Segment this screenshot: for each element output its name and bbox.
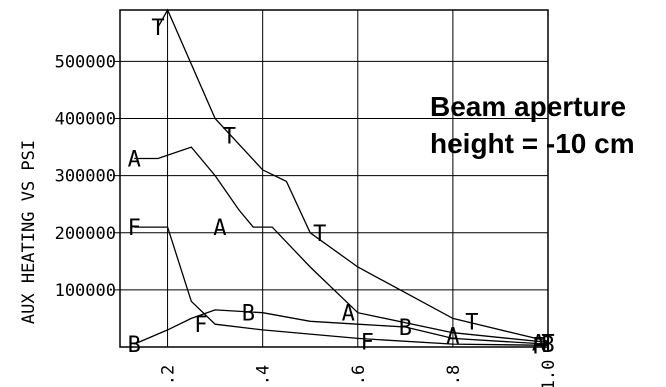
series-marker-a: A [128, 148, 141, 173]
annotation-line-2: height = -10 cm [430, 128, 635, 159]
annotation: Beam aperture height = -10 cm [430, 88, 635, 162]
series-lines [134, 8, 549, 346]
series-marker-t: T [313, 222, 326, 247]
y-axis-label: AUX HEATING VS PSI [19, 140, 39, 324]
series-marker-a: A [342, 302, 355, 327]
axes [119, 9, 549, 348]
series-marker-t: T [151, 16, 164, 41]
series-marker-t: T [541, 331, 554, 356]
x-tick-label: .8 [444, 365, 464, 385]
y-tick-labels: 100000 200000 300000 400000 500000 [55, 52, 116, 300]
y-tick-label: 400000 [55, 110, 116, 130]
series-marker-a: A [446, 325, 459, 350]
series-marker-f: F [532, 334, 545, 359]
series-marker-f: F [128, 216, 141, 241]
y-tick-label: 200000 [55, 224, 116, 244]
series-line-t [157, 8, 549, 342]
series-marker-a: A [213, 216, 226, 241]
x-tick-labels: .2 .4 .6 .8 1.0 [159, 360, 559, 387]
x-tick-label: .4 [254, 365, 274, 385]
series-marker-t: T [465, 310, 478, 335]
y-tick-label: 100000 [55, 281, 116, 301]
series-marker-f: F [194, 313, 207, 338]
series-marker-b: B [541, 333, 554, 358]
series-marker-b: B [399, 316, 412, 341]
series-line-a [134, 146, 549, 344]
y-tick-label: 500000 [55, 52, 116, 72]
x-tick-label: 1.0 [539, 360, 559, 387]
annotation-line-1: Beam aperture [430, 91, 627, 122]
y-tick-label: 300000 [55, 167, 116, 187]
series-marker-a: A [532, 331, 545, 356]
grid [114, 10, 549, 347]
series-marker-f: F [361, 330, 374, 355]
series-marker-b: B [242, 302, 255, 327]
series-marker-t: T [223, 125, 236, 150]
series-line-f [134, 226, 549, 346]
x-tick-label: .6 [349, 365, 369, 385]
x-tick-label: .2 [159, 365, 179, 385]
plot-frame [119, 9, 549, 348]
series-marker-b: B [128, 333, 141, 358]
series-line-b [134, 309, 549, 345]
